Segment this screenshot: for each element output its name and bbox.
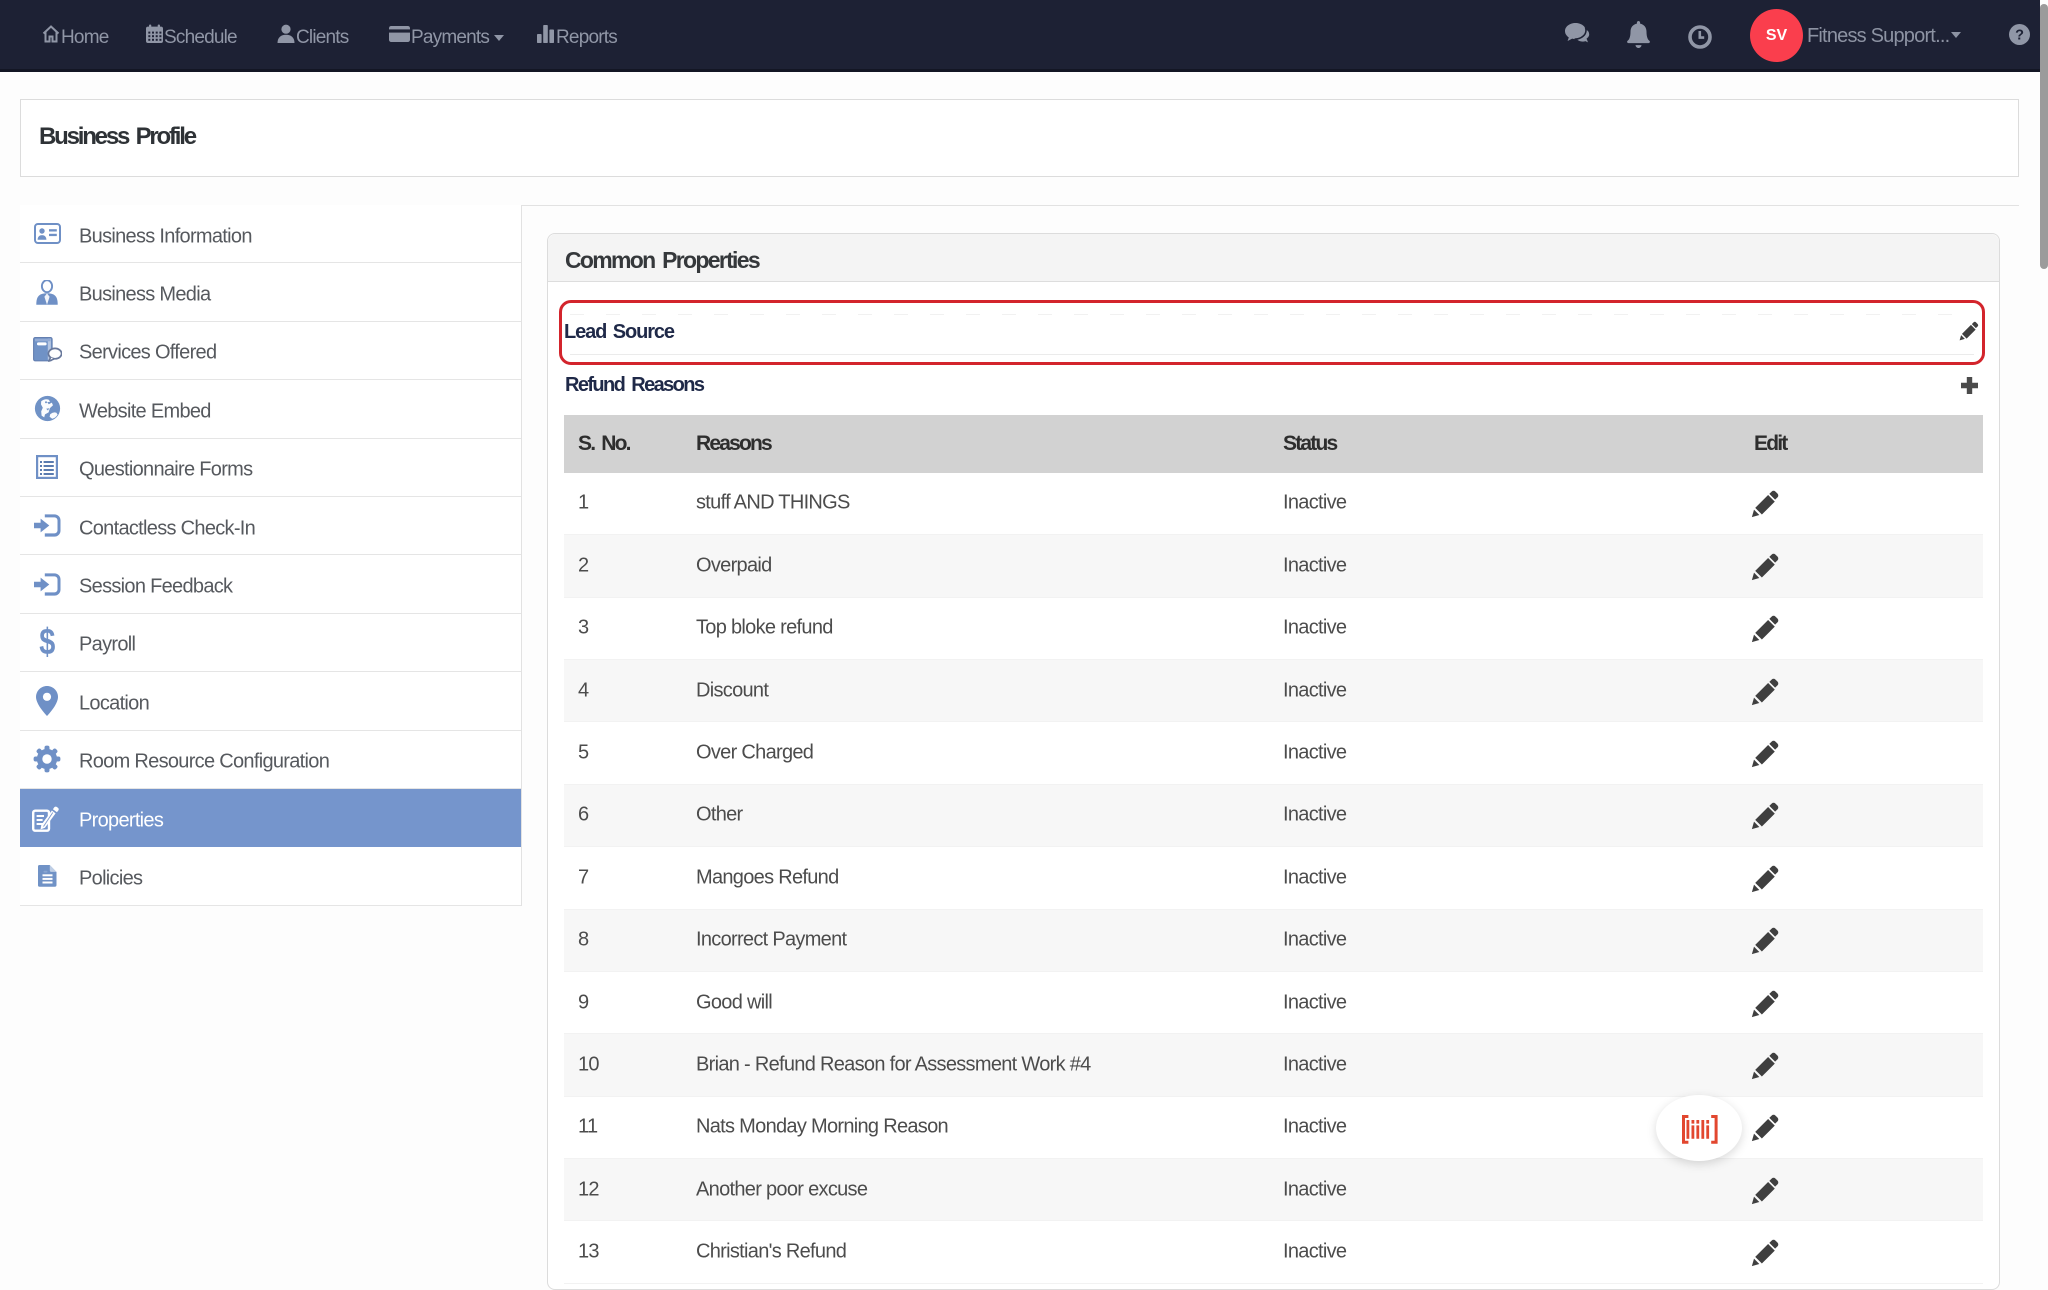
svg-text:?: ? [2015,27,2024,43]
